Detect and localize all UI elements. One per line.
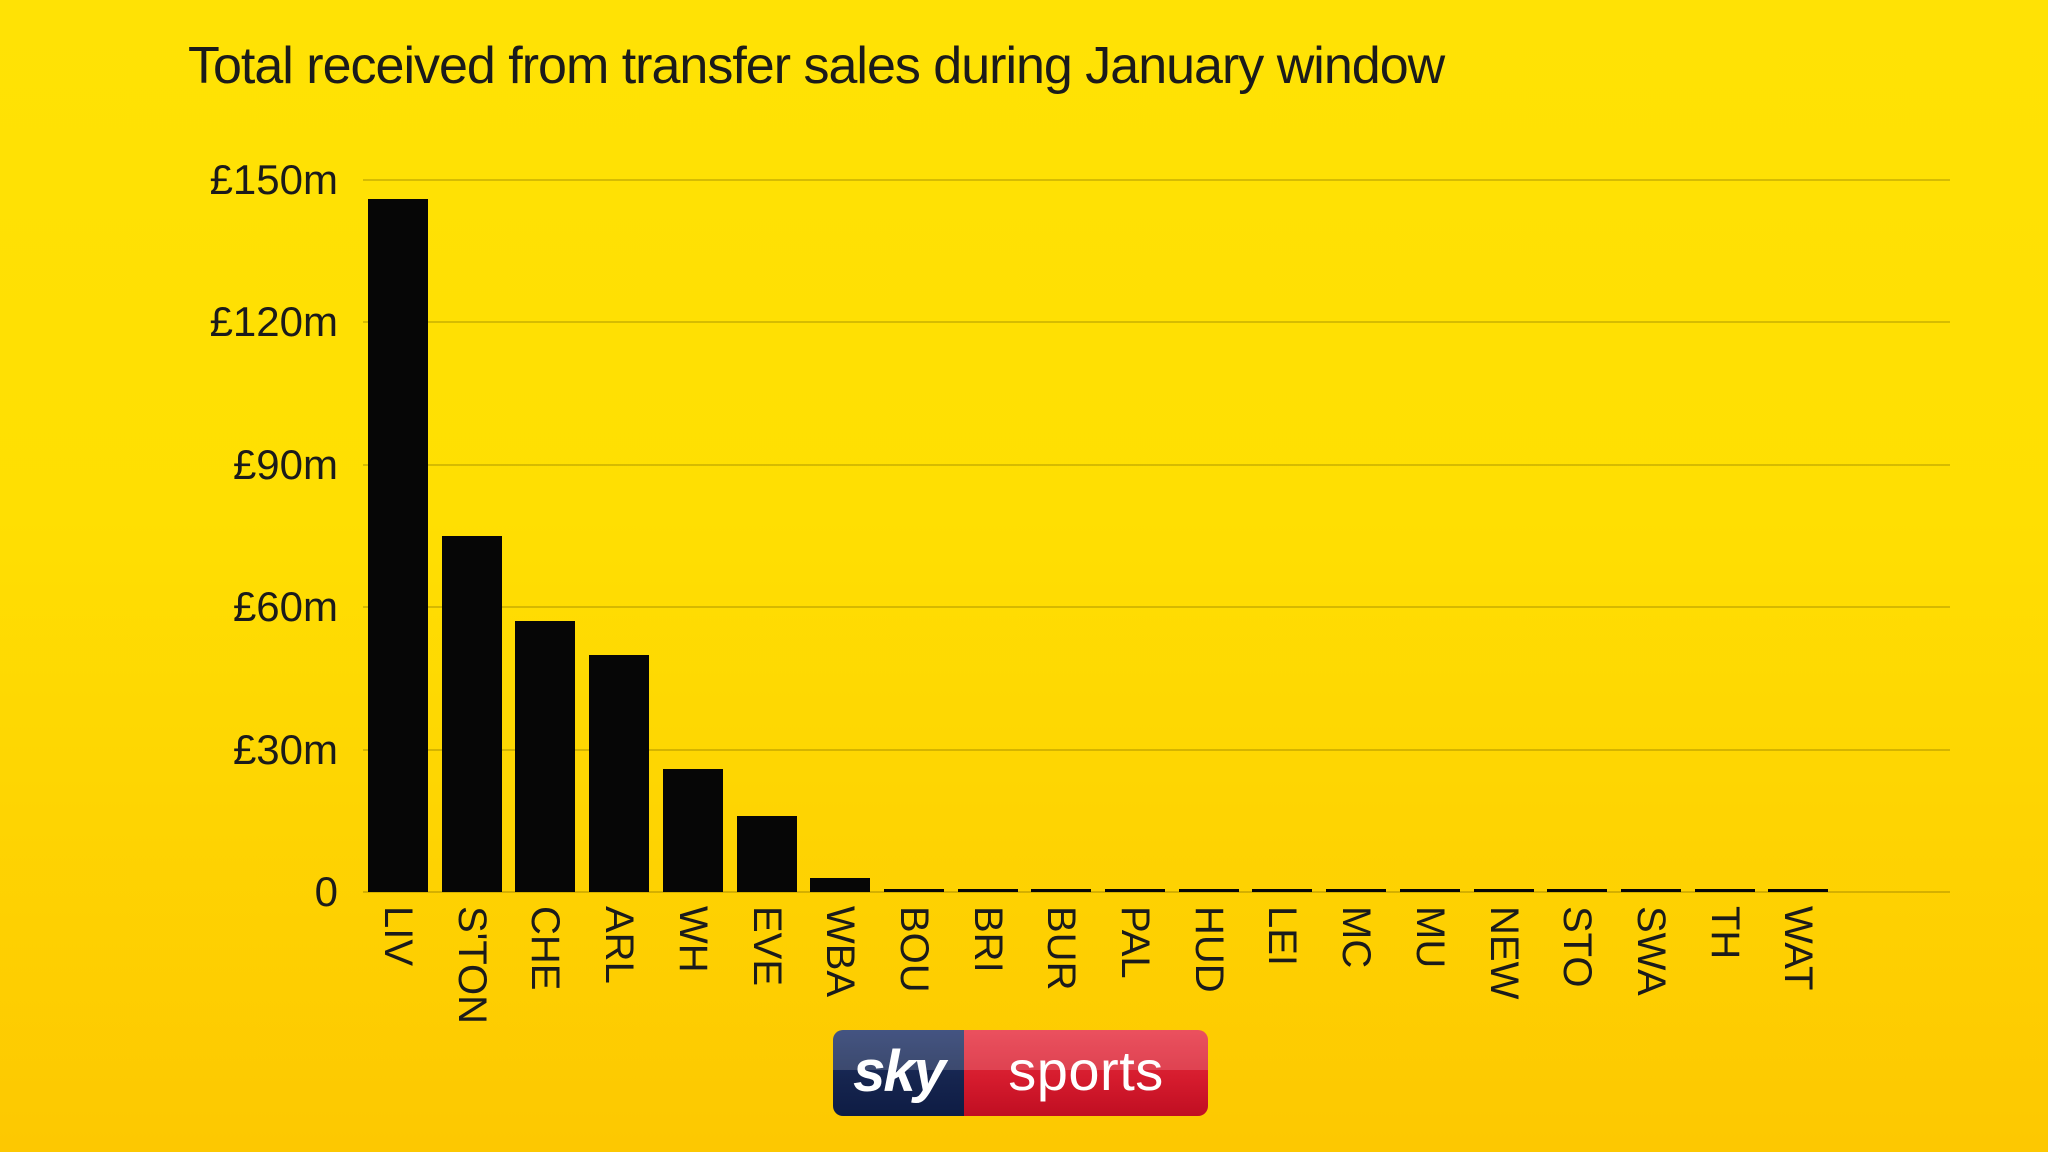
bar-LEI [1252,889,1313,892]
x-tick-label: WAT [1776,906,1821,991]
bar-STO [1547,889,1608,892]
x-tick-label: S'TON [449,906,494,1025]
x-tick-label: STO [1555,906,1600,988]
gridline-£150m [363,179,1950,181]
bar-CHE [515,621,576,892]
x-tick-label: WH [670,906,715,973]
y-tick-label: £150m [209,156,338,203]
y-tick-label: £60m [232,583,338,631]
x-tick-label: PAL [1113,906,1157,979]
bar-MC [1326,889,1387,892]
sky-logo-navy-panel: sky [833,1030,964,1116]
gridline-£90m [363,463,1950,466]
bar-NEW [1473,889,1534,892]
x-tick-label: ARL [597,906,642,984]
bar-PAL [1105,889,1165,892]
x-tick-label: HUD [1186,906,1231,993]
x-tick-label: EVE [744,906,789,987]
chart-title: Total received from transfer sales durin… [188,37,1445,95]
bar-MU [1399,889,1460,892]
x-tick-label: BOU [891,906,936,993]
bar-BUR [1031,889,1092,892]
y-tick-label: 0 [314,868,338,915]
x-tick-label: WBA [818,906,863,998]
bar-HUD [1178,889,1239,892]
sky-logo-text: sky [853,1038,946,1104]
x-tick-label: MU [1407,906,1452,969]
x-tick-label: LIV [376,906,420,967]
y-tick-label: £90m [232,440,338,488]
bar-LIV [368,198,428,892]
bar-TH [1694,889,1755,892]
gridline-£30m [363,748,1950,751]
bar-BRI [957,889,1018,892]
y-tick-label: £30m [232,725,338,773]
bar-EVE [736,816,797,892]
bar-WAT [1768,889,1829,892]
x-tick-label: NEW [1481,906,1526,1000]
x-tick-label: BUR [1039,906,1084,991]
sports-logo-red-panel: sports [964,1030,1208,1116]
x-tick-label: MC [1334,906,1379,969]
sky-sports-logo: sky sports [833,1030,1208,1116]
gridline-£120m [363,321,1950,324]
sports-logo-text: sports [1008,1038,1164,1102]
bar-S'TON [441,536,502,892]
bar-SWA [1620,889,1681,892]
x-tick-label: CHE [523,906,568,991]
x-tick-label: TH [1702,906,1747,960]
bar-WH [662,768,723,892]
x-tick-label: SWA [1628,906,1673,996]
bar-BOU [883,889,944,892]
bar-ARL [589,654,650,892]
bar-WBA [810,877,871,892]
x-tick-label: BRI [965,906,1010,973]
x-tick-label: LEI [1260,906,1305,967]
y-tick-label: £120m [209,298,338,346]
gridline-£60m [363,606,1950,609]
gridline-0 [363,891,1950,893]
